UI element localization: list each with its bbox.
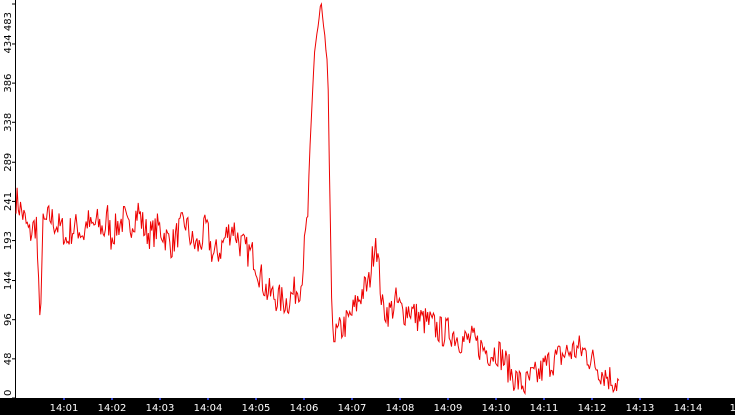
x-marker xyxy=(111,398,113,400)
x-tick-label: 14:03 xyxy=(146,403,175,414)
y-tick-label: 483 xyxy=(3,12,14,31)
series-line xyxy=(15,2,620,396)
x-marker xyxy=(543,398,545,400)
x-marker xyxy=(639,398,641,400)
x-marker xyxy=(351,398,353,400)
x-tick-label: 14:04 xyxy=(194,403,223,414)
x-tick-label: 14:11 xyxy=(530,403,559,414)
x-tick-label: 14:07 xyxy=(338,403,367,414)
x-tick-label: 14:09 xyxy=(434,403,463,414)
y-tick-label: 241 xyxy=(3,192,14,211)
x-marker xyxy=(447,398,449,400)
x-marker xyxy=(207,398,209,400)
x-axis-band xyxy=(0,398,735,415)
x-axis-ticks: 14:01 14:02 14:03 14:04 14:05 14:06 14:07 14:08… xyxy=(50,398,735,414)
x-marker xyxy=(159,398,161,400)
x-tick-label: 14:02 xyxy=(98,403,127,414)
x-tick-label: 14:13 xyxy=(626,403,655,414)
y-tick-label: 289 xyxy=(3,153,14,172)
y-tick-label: 48 xyxy=(3,352,14,365)
y-tick-label: 338 xyxy=(3,113,14,132)
x-tick-label: 14:10 xyxy=(482,403,511,414)
x-marker xyxy=(399,398,401,400)
y-tick-label: 144 xyxy=(3,271,14,290)
x-tick-label: 14 xyxy=(730,403,735,414)
x-marker xyxy=(255,398,257,400)
x-tick-label: 14:01 xyxy=(50,403,79,414)
y-axis-ticks: 0 48 96 144 193 241 289 338 386 434 483 xyxy=(3,3,16,399)
x-marker xyxy=(591,398,593,400)
x-tick-label: 14:06 xyxy=(290,403,319,414)
y-tick-label: 96 xyxy=(3,313,14,326)
x-marker xyxy=(303,398,305,400)
x-tick-label: 14:08 xyxy=(386,403,415,414)
x-tick-label: 14:05 xyxy=(242,403,271,414)
y-tick-label: 193 xyxy=(3,231,14,250)
x-tick-label: 14:12 xyxy=(578,403,607,414)
y-tick-label: 386 xyxy=(3,74,14,93)
x-marker xyxy=(63,398,65,400)
x-marker xyxy=(687,398,689,400)
y-tick-label: 0 xyxy=(3,390,14,396)
x-tick-label: 14:14 xyxy=(674,403,703,414)
x-marker xyxy=(495,398,497,400)
y-tick-label: 434 xyxy=(3,34,14,53)
